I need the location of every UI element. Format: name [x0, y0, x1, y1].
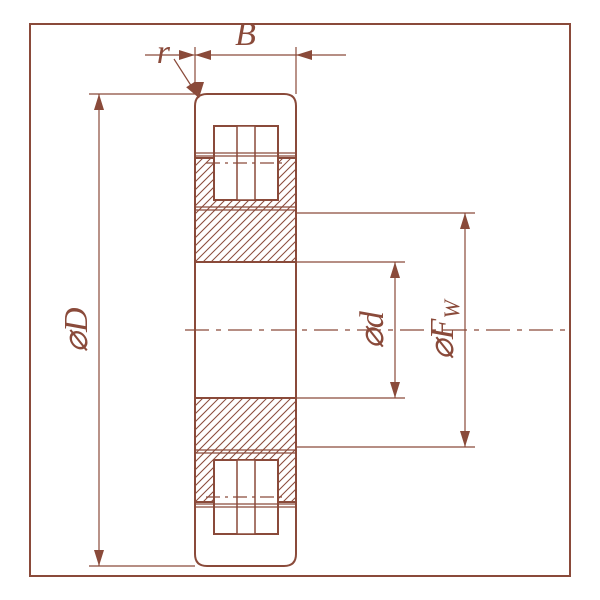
svg-text:⌀FW: ⌀FW	[424, 299, 464, 360]
svg-text:r: r	[157, 34, 171, 71]
bearing-cross-section-diagram: ⌀D ⌀d ⌀FW Br	[0, 0, 600, 600]
svg-text:⌀d: ⌀d	[354, 310, 391, 348]
svg-text:B: B	[235, 16, 256, 53]
svg-text:⌀D: ⌀D	[58, 307, 95, 352]
